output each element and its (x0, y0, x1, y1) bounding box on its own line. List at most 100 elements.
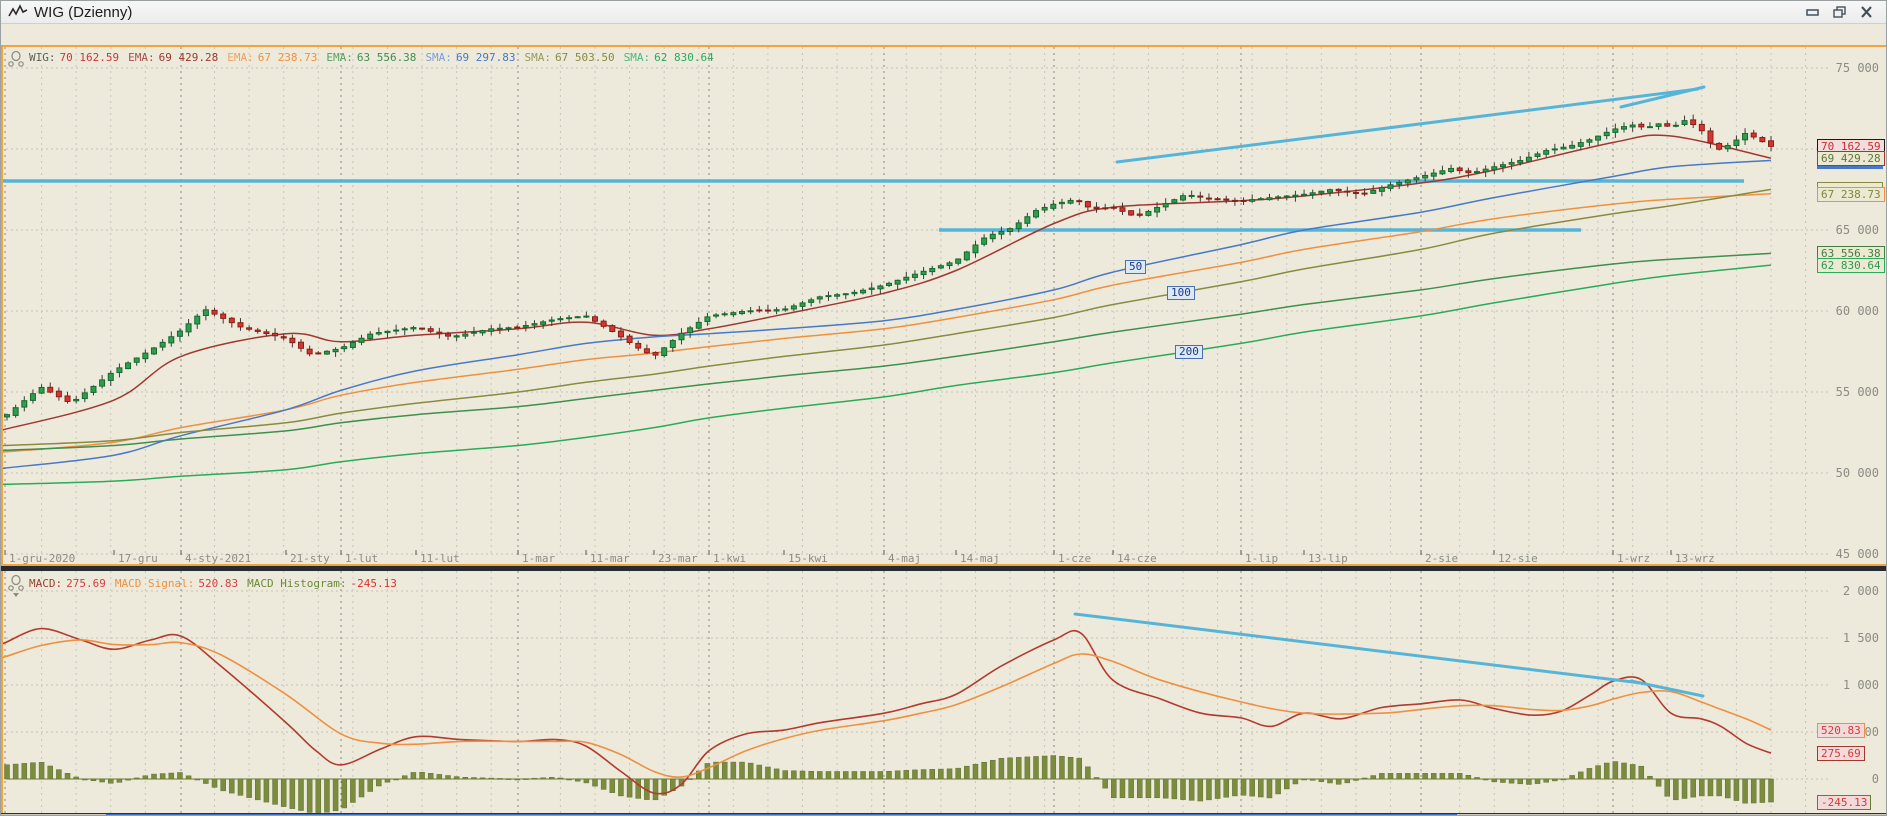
y-axis-tick: 2 000 (1843, 584, 1879, 598)
axis-price-marker (1817, 166, 1883, 170)
macd-histogram-bar (1526, 778, 1532, 785)
macd-histogram-bar (652, 778, 659, 801)
price-panel-grip-icon[interactable] (6, 50, 26, 72)
candlestick (427, 328, 434, 332)
moving-average-line (1, 188, 1772, 447)
macd-histogram-bar (523, 778, 529, 780)
legend-label: EMA: (326, 51, 353, 64)
candlestick (1595, 135, 1602, 141)
macd-histogram-bar (886, 770, 892, 780)
trend-line (1073, 612, 1643, 685)
candlestick (1543, 150, 1550, 155)
candlestick (1015, 222, 1022, 230)
macd-histogram-bar (1768, 778, 1774, 803)
macd-histogram-bar (453, 776, 460, 780)
candlestick (678, 332, 685, 341)
candlestick (868, 287, 875, 290)
minimize-button[interactable] (1805, 5, 1820, 19)
macd-histogram-bar (868, 771, 875, 780)
candlestick (860, 289, 867, 294)
macd-panel-grip-icon[interactable] (6, 574, 26, 597)
macd-histogram-bar (1214, 778, 1221, 799)
macd-histogram-bar (773, 768, 780, 780)
scrollbar-thumb[interactable] (106, 814, 1457, 815)
macd-histogram-bar (168, 772, 175, 780)
candlestick (790, 305, 797, 310)
restore-button[interactable] (1832, 5, 1847, 19)
minimize-icon (1806, 9, 1819, 16)
candlestick (1378, 187, 1385, 192)
panel-splitter[interactable] (1, 566, 1886, 571)
x-axis-date-tick: 17-gru (118, 552, 158, 565)
candlestick (574, 316, 581, 319)
macd-histogram-bar (1379, 773, 1385, 780)
candlestick (514, 326, 521, 329)
candlestick (298, 341, 305, 349)
candlestick (842, 293, 849, 296)
macd-histogram-bar (1059, 756, 1065, 780)
window-titlebar[interactable]: WIG (Dzienny) (1, 1, 1886, 24)
ma-period-badge[interactable]: 200 (1175, 344, 1203, 359)
candlestick (963, 251, 970, 261)
close-button[interactable] (1859, 5, 1874, 19)
candlestick (384, 330, 391, 334)
candlestick (1577, 142, 1584, 147)
macd-histogram-bar (1552, 778, 1558, 782)
ma-period-badge[interactable]: 50 (1125, 260, 1147, 275)
macd-histogram-bar (1240, 778, 1247, 796)
ma-period-badge[interactable]: 100 (1167, 286, 1195, 301)
candlestick (1214, 198, 1221, 201)
trend-line (1619, 85, 1706, 109)
macd-histogram-bar (1655, 778, 1662, 787)
candlestick (1655, 123, 1662, 127)
x-axis-date-tick: 14-cze (1117, 552, 1157, 565)
candlestick (107, 372, 114, 381)
macd-histogram-bar (358, 778, 365, 798)
candlestick (540, 321, 547, 325)
candlestick (808, 299, 815, 303)
candlestick (920, 270, 927, 276)
macd-histogram-bar (782, 770, 788, 780)
macd-histogram-bar (73, 776, 79, 780)
macd-histogram-bar (1716, 778, 1722, 797)
legend-label: SMA: (425, 51, 452, 64)
candlestick (1024, 216, 1031, 224)
macd-histogram-bar (531, 777, 538, 780)
macd-histogram-bar (177, 772, 183, 780)
macd-histogram-bar (549, 777, 555, 780)
macd-histogram-bar (1361, 777, 1368, 780)
candlestick (652, 351, 659, 356)
candlestick (228, 317, 235, 324)
macd-histogram-bar (56, 769, 62, 780)
candlestick (436, 331, 443, 335)
macd-histogram-bar (237, 778, 244, 796)
candlestick (548, 319, 555, 322)
candlestick (246, 327, 253, 330)
x-axis-date-tick: 1-kwi (713, 552, 746, 565)
legend-value: -245.13 (350, 577, 397, 590)
macd-histogram-bar (1085, 766, 1091, 780)
axis-price-label: 67 238.73 (1817, 186, 1885, 202)
macd-histogram-bar (185, 775, 192, 780)
candlestick (1318, 190, 1325, 194)
candlestick (1240, 199, 1247, 202)
legend-label: MACD Signal: (114, 577, 195, 590)
macd-histogram-bar (1664, 778, 1670, 797)
candlestick (263, 331, 270, 335)
candlestick (1534, 153, 1541, 157)
candlestick (1707, 130, 1714, 144)
candlestick (64, 395, 71, 402)
candlestick (695, 321, 702, 329)
legend-label: MACD Histogram: (247, 577, 347, 590)
legend-label: EMA: (128, 51, 155, 64)
macd-histogram-bar (1137, 778, 1143, 799)
candlestick (1396, 181, 1403, 185)
horizontal-scrollbar[interactable] (1, 813, 1886, 815)
candlestick (531, 323, 538, 326)
macd-histogram-bar (479, 777, 486, 780)
macd-histogram-bar (1543, 778, 1549, 783)
macd-histogram-bar (505, 778, 512, 780)
macd-histogram-bar (1188, 778, 1195, 801)
x-axis-date-tick: 11-mar (590, 552, 630, 565)
